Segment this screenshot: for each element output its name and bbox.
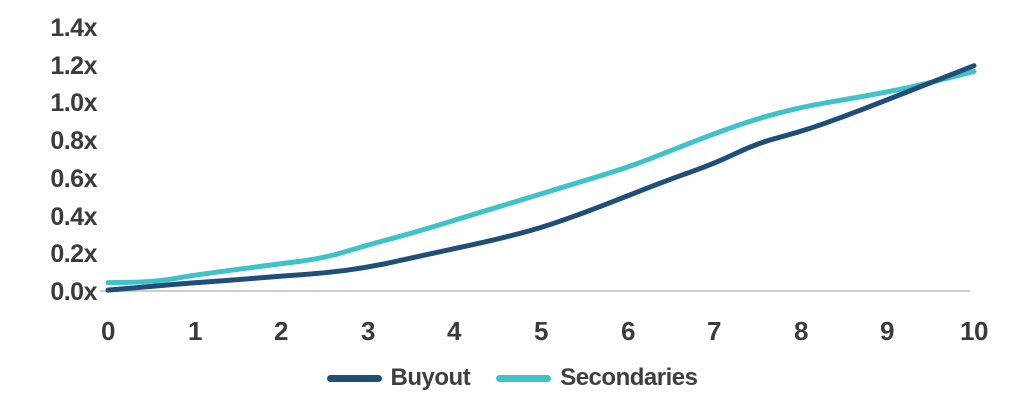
legend-label-secondaries: Secondaries [560,364,698,391]
x-axis-tick-label: 8 [794,316,808,346]
y-axis-tick-label: 0.2x [50,240,97,269]
y-axis-tick-label: 1.4x [50,14,97,42]
legend-item-buyout: Buyout [326,362,471,394]
x-axis-tick-label: 5 [534,316,548,346]
x-axis-tick-label: 10 [960,316,988,346]
x-axis-tick-label: 0 [101,316,115,346]
legend-label-buyout: Buyout [390,364,471,391]
legend: Buyout Secondaries [0,362,1024,394]
buyout-line-swatch [326,374,382,382]
legend-item-secondaries: Secondaries [496,362,698,394]
x-axis-tick-label: 4 [447,316,461,346]
x-axis-tick-label: 9 [880,316,894,346]
x-axis-tick-label: 7 [707,316,721,346]
x-axis-tick-label: 3 [361,316,375,346]
secondaries-line-swatch [496,374,552,382]
buyout-line [105,63,977,293]
y-axis-tick-label: 1.2x [50,51,97,80]
y-axis-tick-label: 0.8x [50,127,97,156]
x-axis-tick-label: 6 [621,316,635,346]
y-axis-tick-label: 0.6x [50,164,97,193]
x-axis-tick-label: 2 [274,316,288,346]
y-axis-tick-label: 0.0x [50,278,97,306]
y-axis-tick-label: 1.0x [50,89,97,118]
y-axis-tick-label: 0.4x [50,202,97,231]
secondaries-line [105,68,977,286]
x-axis-tick-label: 1 [188,316,202,346]
